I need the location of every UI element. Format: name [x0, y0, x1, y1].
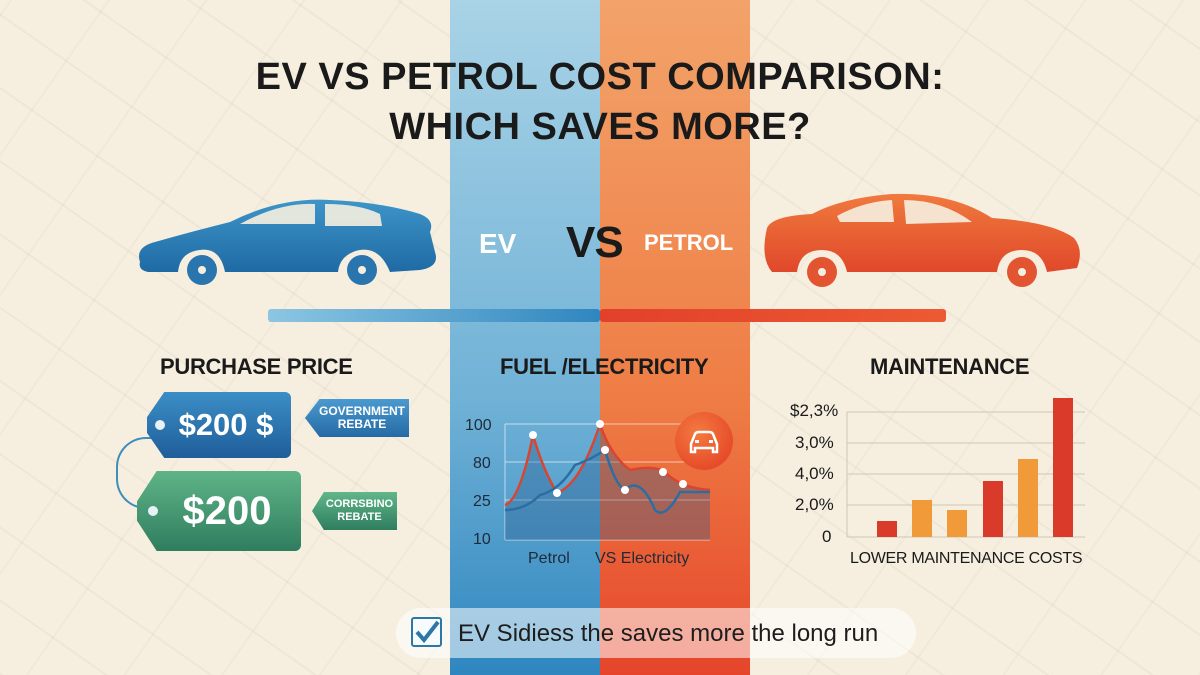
ev-divider-bar — [268, 309, 600, 322]
petrol-car-icon — [764, 193, 1080, 292]
fuel-electricity-heading: FUEL /ELECTRICITY — [500, 354, 709, 379]
page-title: EV VS PETROL COST COMPARISON: WHICH SAVE… — [0, 52, 1200, 152]
petrol-label: PETROL — [644, 230, 734, 255]
conclusion-text: EV Sidiess the saves more the long run — [458, 620, 879, 647]
svg-text:2,0%: 2,0% — [795, 495, 834, 514]
purchase-price-heading: PURCHASE PRICE — [160, 354, 353, 379]
government-rebate-tag: GOVERNMENT REBATE — [305, 399, 409, 437]
tag-hole — [148, 506, 158, 516]
petrol-divider-bar — [600, 309, 946, 322]
maintenance-heading: MAINTENANCE — [870, 354, 1030, 379]
svg-text:4,0%: 4,0% — [795, 464, 834, 483]
y-tick: 100 — [465, 417, 492, 434]
petrol-color-band — [600, 0, 750, 675]
svg-text:3,0%: 3,0% — [795, 433, 834, 452]
maintenance-caption: LOWER MAINTENANCE COSTS — [850, 550, 1083, 567]
car-icon — [675, 412, 733, 470]
maintenance-bar-chart: $2,3% 3,0% 4,0% 2,0% 0 — [790, 398, 1085, 546]
y-tick: 10 — [473, 531, 491, 548]
tag-hole — [155, 420, 165, 430]
svg-text:0: 0 — [822, 527, 831, 546]
ev-car-icon — [139, 199, 436, 290]
checkbox-checked-icon — [411, 617, 442, 647]
x-label-electricity: VS Electricity — [595, 550, 690, 567]
svg-text:$2,3%: $2,3% — [790, 401, 838, 420]
ev-label: EV — [479, 228, 517, 259]
x-label-petrol: Petrol — [528, 550, 570, 567]
y-tick: 80 — [473, 455, 491, 472]
ev-price-tag: $200 $ — [147, 392, 291, 458]
y-tick: 25 — [473, 493, 491, 510]
petrol-price-tag: $200 — [137, 471, 301, 551]
ev-color-band — [450, 0, 600, 675]
vs-label: VS — [566, 218, 624, 267]
conclusion-banner — [396, 608, 916, 658]
combined-rebate-tag: CORRSBINO REBATE — [312, 492, 397, 530]
title-line-2: WHICH SAVES MORE? — [389, 106, 811, 148]
fuel-line-chart: 100 80 25 10 — [465, 417, 711, 548]
title-line-1: EV VS PETROL COST COMPARISON: — [255, 56, 945, 98]
